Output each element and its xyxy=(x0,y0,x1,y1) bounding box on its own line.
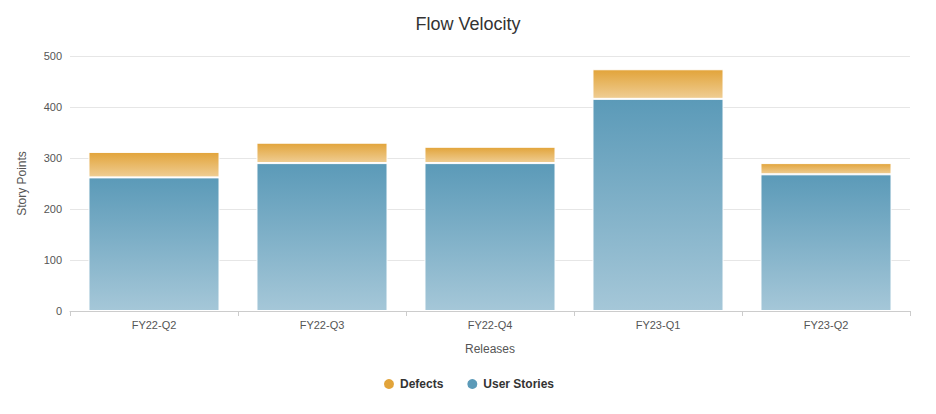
svg-text:User Stories: User Stories xyxy=(483,377,554,391)
svg-text:FY22-Q4: FY22-Q4 xyxy=(468,319,513,331)
svg-text:FY22-Q2: FY22-Q2 xyxy=(132,319,177,331)
svg-text:FY23-Q2: FY23-Q2 xyxy=(804,319,849,331)
svg-text:FY23-Q1: FY23-Q1 xyxy=(636,319,681,331)
svg-text:Defects: Defects xyxy=(400,377,444,391)
svg-text:500: 500 xyxy=(44,50,62,62)
svg-text:100: 100 xyxy=(44,254,62,266)
svg-text:FY22-Q3: FY22-Q3 xyxy=(300,319,345,331)
svg-text:Story Points: Story Points xyxy=(15,151,29,216)
svg-text:Releases: Releases xyxy=(465,342,515,356)
svg-text:300: 300 xyxy=(44,152,62,164)
svg-text:200: 200 xyxy=(44,203,62,215)
svg-text:Flow Velocity: Flow Velocity xyxy=(415,14,520,34)
svg-text:400: 400 xyxy=(44,101,62,113)
svg-text:0: 0 xyxy=(56,305,62,317)
